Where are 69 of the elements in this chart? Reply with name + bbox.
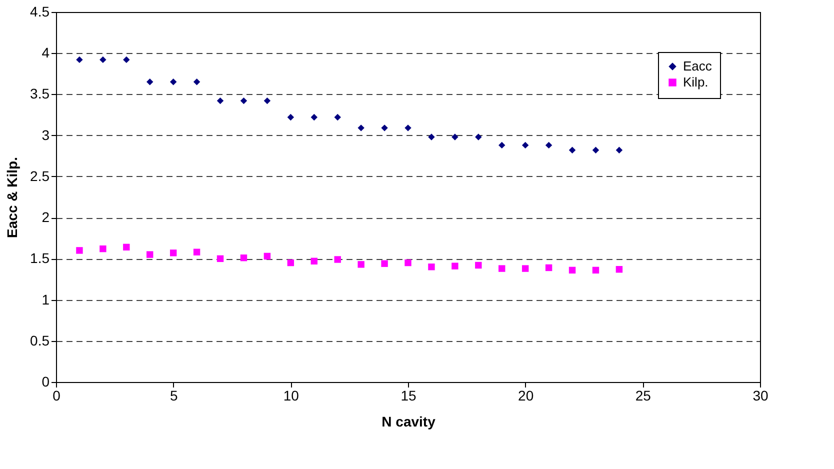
point: [381, 124, 388, 132]
point: [76, 56, 83, 64]
point: [592, 266, 600, 274]
point: [404, 259, 412, 266]
y-tick-label: 4.5: [30, 4, 50, 20]
y-tick-label: 3.5: [30, 86, 50, 102]
point: [522, 265, 529, 272]
legend-label: Kilp.: [683, 74, 708, 90]
point: [146, 251, 154, 258]
y-tick-label: 2.5: [30, 168, 50, 184]
point: [170, 78, 177, 86]
point: [123, 56, 130, 64]
x-tick-label: 5: [170, 388, 178, 404]
point: [498, 142, 506, 149]
y-tick-label: 0.5: [30, 332, 50, 348]
x-axis-title: N cavity: [382, 414, 436, 430]
point: [240, 254, 248, 262]
point: [146, 78, 154, 86]
point: [287, 114, 294, 121]
y-tick-label: 2: [42, 209, 50, 226]
point: [358, 124, 364, 132]
point: [100, 245, 106, 252]
y-axis-title: Eacc & Kilp.: [4, 157, 20, 238]
x-tick-label: 30: [752, 388, 768, 404]
y-tick-label: 3: [42, 126, 50, 143]
point: [216, 255, 224, 262]
point: [334, 256, 341, 263]
point: [334, 114, 341, 121]
x-tick-label: 25: [635, 388, 652, 404]
point: [592, 146, 600, 154]
point: [616, 146, 623, 154]
y-tick-label: 1: [42, 291, 50, 308]
y-tick-label: 4: [42, 44, 50, 61]
point: [287, 259, 294, 266]
point: [428, 264, 435, 270]
point: [381, 260, 388, 267]
point: [310, 258, 318, 264]
point: [123, 244, 130, 251]
point: [216, 97, 224, 104]
point: [475, 134, 482, 140]
point: [616, 266, 623, 273]
point: [545, 142, 552, 149]
point: [264, 97, 271, 104]
x-tick-label: 10: [283, 388, 300, 404]
x-tick-label: 15: [400, 388, 416, 404]
point: [452, 134, 458, 140]
point: [193, 78, 200, 86]
point: [545, 264, 552, 272]
point: [358, 261, 364, 268]
y-tick-label: 1.5: [30, 250, 50, 266]
point: [76, 247, 83, 254]
point: [568, 266, 576, 274]
point: [498, 265, 506, 272]
point: [240, 97, 248, 104]
x-tick-label: 20: [518, 388, 534, 404]
x-tick-label: 0: [52, 388, 61, 404]
point: [522, 142, 529, 149]
legend-label: Eacc: [683, 58, 712, 74]
point: [100, 56, 106, 64]
point: [428, 134, 435, 140]
point: [404, 124, 412, 132]
point: [452, 262, 458, 270]
point: [264, 252, 271, 260]
point: [568, 146, 576, 154]
point: [170, 250, 177, 256]
y-tick-label: 0: [42, 374, 50, 390]
point: [310, 114, 318, 121]
point: [193, 248, 200, 256]
point: [475, 262, 482, 269]
